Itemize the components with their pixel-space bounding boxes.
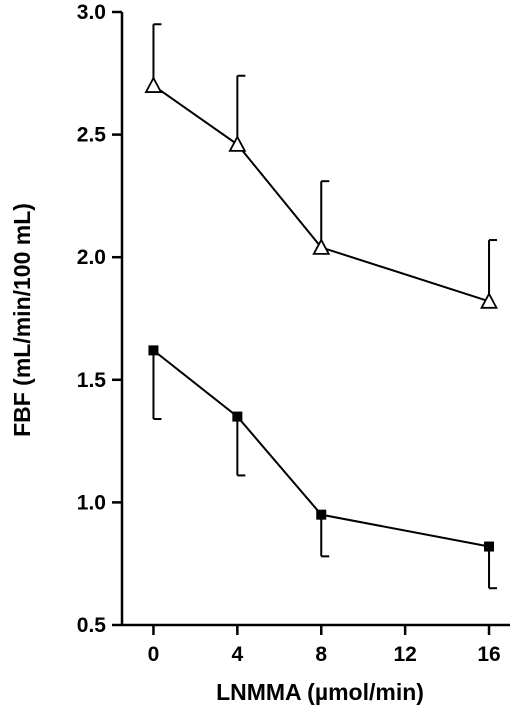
series-line xyxy=(152,349,490,548)
data-point xyxy=(480,291,499,309)
x-axis-title: LNMMA (µmol/min) xyxy=(216,679,424,705)
axes: 0.5 1.0 1.5 2.0 2.5 3.0 0 4 8 12 16 xyxy=(77,1,510,666)
data-point xyxy=(232,411,243,422)
data-point xyxy=(316,509,327,520)
x-tick-label: 4 xyxy=(232,643,244,666)
data-point xyxy=(228,135,247,152)
data-point xyxy=(148,345,159,356)
y-tick-label: 1.5 xyxy=(77,369,107,392)
x-tick-label: 12 xyxy=(393,643,416,666)
y-tick-label: 2.0 xyxy=(77,246,106,269)
y-tick-label: 2.5 xyxy=(77,124,107,147)
data-point xyxy=(484,541,495,552)
x-tick-label: 8 xyxy=(315,643,327,666)
x-tick-label: 0 xyxy=(148,643,160,666)
series-2 xyxy=(148,345,498,590)
y-axis-title: FBF (mL/min/100 mL) xyxy=(9,203,35,437)
series-layer xyxy=(144,23,499,590)
series-1 xyxy=(144,23,499,309)
data-point xyxy=(144,76,163,93)
data-point xyxy=(312,237,331,255)
y-tick-label: 3.0 xyxy=(77,1,106,24)
y-tick-label: 1.0 xyxy=(77,491,106,514)
series-line xyxy=(152,84,490,303)
y-tick-label: 0.5 xyxy=(77,614,107,637)
x-tick-label: 16 xyxy=(477,643,500,666)
